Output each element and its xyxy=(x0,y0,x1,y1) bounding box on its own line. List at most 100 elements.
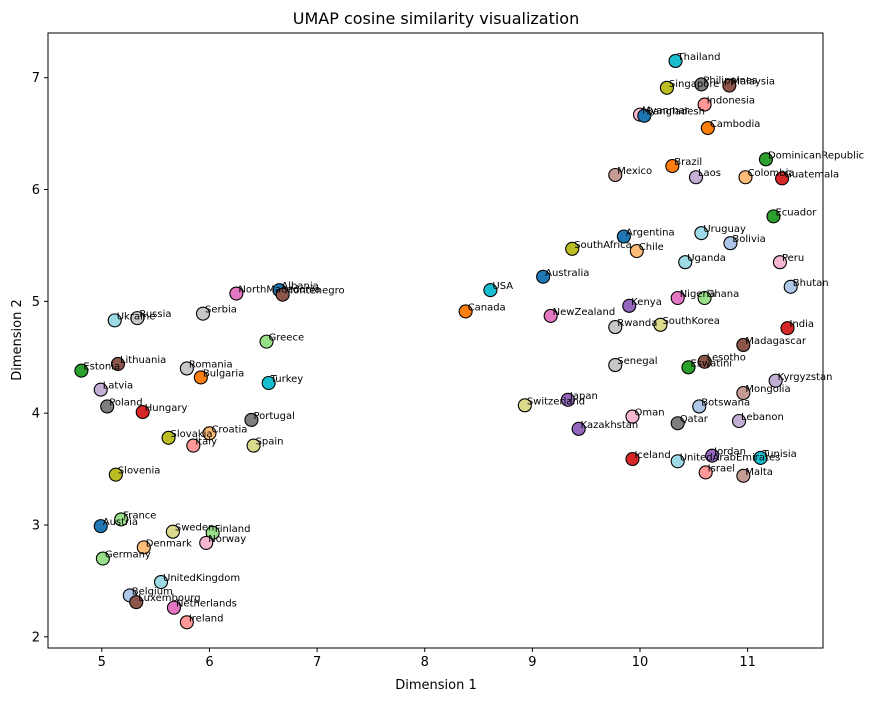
point-Iceland xyxy=(625,451,640,467)
point-label: Bulgaria xyxy=(203,368,244,379)
point-Ukraine xyxy=(107,313,122,328)
x-tick-label: 8 xyxy=(421,655,429,670)
point-label: Peru xyxy=(782,253,804,264)
point-label: Kenya xyxy=(631,297,662,308)
point-label: Croatia xyxy=(211,424,247,435)
point-Netherlands xyxy=(166,600,181,615)
point-Slovakia xyxy=(161,430,176,445)
point-label: Indonesia xyxy=(707,96,755,107)
point-label: Senegal xyxy=(617,356,657,367)
point-label: Ecuador xyxy=(775,207,817,218)
point-label: Ireland xyxy=(189,613,224,624)
point-Malta xyxy=(736,468,751,483)
y-tick-label: 7 xyxy=(32,71,40,86)
point-label: Japan xyxy=(569,391,598,402)
y-tick-label: 4 xyxy=(32,407,40,422)
point-Bulgaria xyxy=(193,370,208,385)
point-label: France xyxy=(123,510,156,521)
point-label: Kyrgyzstan xyxy=(778,372,833,383)
point-NorthMacedonia xyxy=(229,286,244,301)
plot-frame xyxy=(47,32,824,649)
point-Australia xyxy=(536,269,551,284)
point-Kazakhstan xyxy=(571,421,586,436)
point-label: Laos xyxy=(698,168,721,179)
point-UnitedArabEmirates xyxy=(670,454,685,469)
point-label: India xyxy=(789,319,814,330)
point-Luxembourg xyxy=(129,595,144,610)
point-label: Hungary xyxy=(145,403,188,414)
point-label: Switzerland xyxy=(527,396,585,407)
point-label: Ghana xyxy=(707,289,740,300)
point-label: Denmark xyxy=(146,538,192,549)
point-Bhutan xyxy=(783,279,798,294)
point-Greece xyxy=(259,334,274,349)
point-UnitedKingdom xyxy=(153,574,169,590)
point-label: Luxembourg xyxy=(138,593,200,604)
point-label: Portugal xyxy=(253,411,294,422)
point-Poland xyxy=(100,399,115,414)
point-label: Lebanon xyxy=(741,412,784,423)
point-Thailand xyxy=(668,53,683,69)
point-label: Myanmar xyxy=(642,106,690,117)
point-label: Ukraine xyxy=(117,311,156,322)
point-label: Latvia xyxy=(103,381,133,392)
point-label: Qatar xyxy=(680,414,709,425)
point-label: Uruguay xyxy=(703,224,746,235)
point-France xyxy=(114,512,129,527)
point-label: Guatemala xyxy=(784,169,839,180)
point-label: Serbia xyxy=(205,305,237,316)
point-label: Israel xyxy=(708,463,735,474)
point-label: Australia xyxy=(545,268,589,279)
point-label: Brazil xyxy=(674,157,702,168)
point-label: Tunisia xyxy=(762,449,797,460)
point-label: Canada xyxy=(468,302,506,313)
point-Qatar xyxy=(670,416,685,431)
point-label: Colombia xyxy=(748,168,795,179)
point-Sweden xyxy=(165,524,180,539)
plot-area: 5 6 7 8 9 10 11 2 3 4 5 6 7 Thailand PhilippinesMala… xyxy=(32,32,864,670)
point-Norway xyxy=(199,535,214,550)
point-label: Cambodia xyxy=(710,119,761,130)
point-Bolivia xyxy=(723,236,738,251)
point-label: Germany xyxy=(105,550,151,561)
point-SouthKorea xyxy=(653,317,668,332)
point-Jordan xyxy=(705,448,720,463)
point-Mexico xyxy=(608,167,623,183)
x-tick-label: 6 xyxy=(205,655,213,670)
point-label: SouthAfrica xyxy=(574,240,632,251)
point-label: USA xyxy=(492,281,513,292)
point-Ireland xyxy=(179,615,194,630)
point-Hungary xyxy=(135,405,150,420)
point-label: Chile xyxy=(639,242,664,253)
point-India xyxy=(780,321,795,336)
point-Austria xyxy=(93,519,108,534)
x-axis-ticks: 5 6 7 8 9 10 11 xyxy=(98,648,756,670)
point-Chile xyxy=(629,243,644,259)
point-Eswatini xyxy=(681,360,696,375)
point-Israel xyxy=(698,465,713,480)
point-label: DominicanRepublic xyxy=(768,150,864,161)
point-label: Bangladesh xyxy=(646,107,705,118)
point-label: Botswana xyxy=(701,397,750,408)
point-label: Malaysia xyxy=(731,77,775,88)
point-Lebanon xyxy=(731,413,747,429)
point-label: Slovakia xyxy=(171,429,213,440)
y-axis-ticks: 2 3 4 5 6 7 xyxy=(32,71,48,645)
point-label: Russia xyxy=(139,309,171,320)
point-Turkey xyxy=(261,375,276,391)
point-label: SouthKorea xyxy=(662,316,719,327)
point-Portugal xyxy=(244,412,259,427)
point-label: Finland xyxy=(215,524,251,535)
y-tick-label: 2 xyxy=(32,630,40,645)
point-label: Rwanda xyxy=(617,318,657,329)
point-label: Uganda xyxy=(687,253,726,264)
point-Japan xyxy=(560,392,575,407)
point-label: Kazakhstan xyxy=(581,420,639,431)
x-axis-label: Dimension 1 xyxy=(395,678,477,693)
point-label: Netherlands xyxy=(176,599,237,610)
point-Indonesia xyxy=(697,97,712,112)
point-label: Norway xyxy=(208,534,246,545)
point-Russia xyxy=(130,311,145,326)
